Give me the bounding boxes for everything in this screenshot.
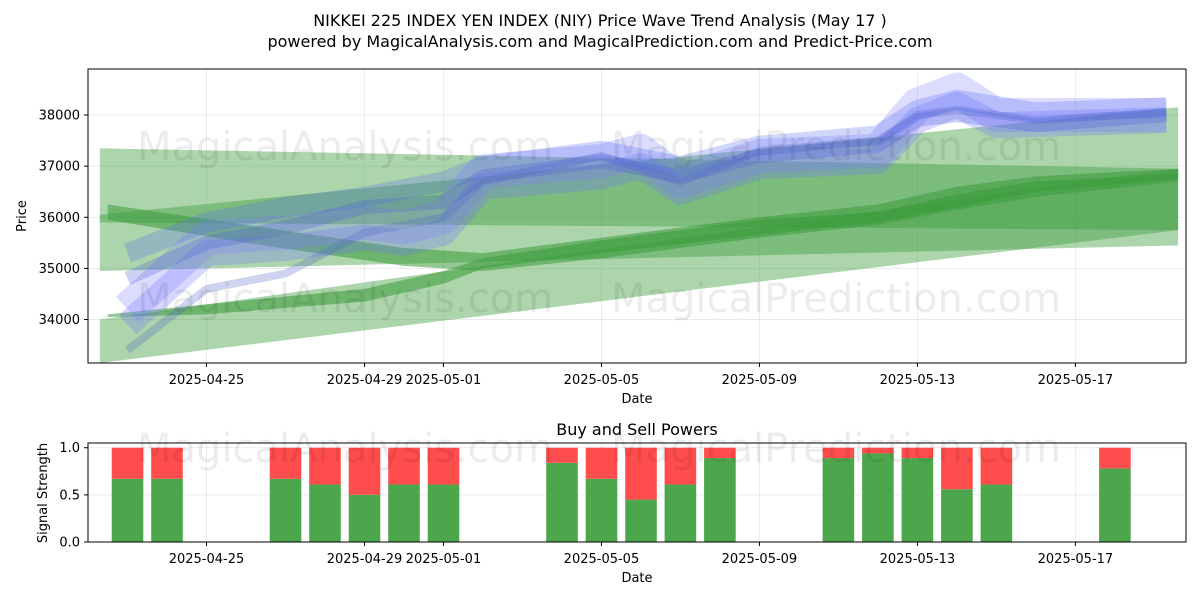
sell-power-bar	[664, 447, 697, 485]
blue-wave-band	[124, 108, 1167, 285]
price-x-tick-label: 2025-05-09	[722, 373, 798, 388]
price-y-tick-label: 37000	[39, 160, 80, 175]
buy-power-bar	[862, 453, 894, 542]
buy-power-bar	[704, 458, 736, 542]
watermark-prediction-middle: MagicalPrediction.com	[611, 276, 1061, 322]
green-trend-band	[107, 168, 1179, 271]
buy-power-bar	[111, 478, 144, 542]
buy-power-bar	[348, 494, 381, 542]
sell-power-bar	[309, 447, 341, 485]
watermark-analysis-bottom: MagicalAnalysis.com	[137, 426, 553, 472]
watermark-analysis-top: MagicalAnalysis.com	[137, 124, 553, 170]
power-x-ticks: 2025-04-25 2025-04-29 2025-05-01 2025-05-05…	[169, 542, 1113, 567]
buy-sell-power-plot: Buy and Sell Powers MagicalAnalysis.com …	[36, 420, 1187, 586]
buy-power-bar	[822, 458, 855, 542]
price-plot-area	[88, 69, 1186, 363]
buy-power-bar	[980, 484, 1013, 542]
chart-title: NIKKEI 225 INDEX YEN INDEX (NIY) Price W…	[313, 11, 887, 30]
power-x-tick-label: 2025-05-13	[880, 552, 956, 567]
sell-power-bar	[862, 447, 894, 454]
power-chart-title: Buy and Sell Powers	[556, 420, 718, 439]
buy-power-bar	[388, 484, 420, 542]
price-y-tick-label: 36000	[39, 211, 80, 226]
power-x-tick-label: 2025-05-17	[1038, 552, 1114, 567]
price-wave-plot: MagicalAnalysis.com MagicalPrediction.co…	[15, 68, 1187, 407]
buy-power-bar	[546, 462, 578, 542]
price-y-ticks: 34000 35000 36000 37000 38000	[39, 109, 88, 328]
buy-power-bar	[901, 458, 934, 542]
price-x-tick-label: 2025-05-13	[880, 373, 956, 388]
chart-subtitle: powered by MagicalAnalysis.com and Magic…	[267, 32, 932, 51]
buy-power-bar	[625, 499, 657, 542]
blue-wave-band	[118, 91, 1167, 335]
price-x-tick-label: 2025-05-01	[406, 373, 482, 388]
buy-power-bar	[151, 478, 183, 542]
sell-power-bar	[625, 447, 657, 500]
blue-wave-band	[123, 89, 1167, 263]
buy-power-bar	[585, 478, 618, 542]
power-bars	[111, 447, 1131, 542]
price-x-tick-label: 2025-05-17	[1038, 373, 1114, 388]
price-y-tick-label: 35000	[39, 262, 80, 277]
green-trend-band	[99, 107, 1179, 271]
power-x-tick-label: 2025-05-09	[722, 552, 798, 567]
price-y-axis-title: Price	[15, 200, 30, 232]
buy-power-bar	[1099, 468, 1131, 542]
power-y-axis-title: Signal Strength	[36, 443, 51, 543]
sell-power-bar	[427, 447, 460, 485]
green-trend-bands	[99, 107, 1179, 363]
watermark-prediction-bottom: MagicalPrediction.com	[611, 426, 1061, 472]
buy-power-bar	[309, 484, 341, 542]
price-y-tick-label: 34000	[39, 313, 80, 328]
sell-power-bar	[269, 447, 302, 479]
sell-power-bar	[1099, 447, 1131, 469]
power-y-tick-label: 0.5	[59, 488, 80, 503]
power-x-tick-label: 2025-04-29	[327, 552, 403, 567]
price-x-ticks: 2025-04-25 2025-04-29 2025-05-01 2025-05-05…	[169, 363, 1113, 388]
power-plot-frame	[87, 442, 1187, 543]
power-x-axis-title: Date	[621, 571, 652, 586]
price-plot-frame	[87, 68, 1187, 364]
sell-power-bar	[111, 447, 144, 479]
sell-power-bar	[941, 447, 973, 490]
price-x-tick-label: 2025-05-05	[564, 373, 640, 388]
watermark-prediction-top: MagicalPrediction.com	[611, 124, 1061, 170]
power-x-tick-label: 2025-04-25	[169, 552, 245, 567]
price-x-tick-label: 2025-04-25	[169, 373, 245, 388]
sell-power-bar	[546, 447, 578, 463]
price-x-tick-label: 2025-04-29	[327, 373, 403, 388]
buy-power-bar	[269, 478, 302, 542]
blue-wave-band	[116, 72, 1167, 322]
blue-wave-band	[125, 105, 1167, 354]
price-x-axis-title: Date	[621, 392, 652, 407]
sell-power-bar	[348, 447, 381, 495]
sell-power-bar	[585, 447, 618, 479]
power-y-tick-label: 1.0	[59, 441, 80, 456]
power-y-tick-label: 0.0	[59, 536, 80, 551]
watermark-analysis-middle: MagicalAnalysis.com	[137, 276, 553, 322]
blue-wave-bands	[116, 72, 1167, 354]
sell-power-bar	[388, 447, 420, 485]
sell-power-bar	[704, 447, 736, 459]
price-grid	[88, 69, 1186, 363]
buy-power-bar	[427, 484, 460, 542]
power-x-tick-label: 2025-05-01	[406, 552, 482, 567]
sell-power-bar	[980, 447, 1013, 485]
buy-power-bar	[664, 484, 697, 542]
buy-power-bar	[941, 489, 973, 542]
price-y-tick-label: 38000	[39, 109, 80, 124]
power-x-tick-label: 2025-05-05	[564, 552, 640, 567]
sell-power-bar	[901, 447, 934, 459]
sell-power-bar	[151, 447, 183, 479]
sell-power-bar	[822, 447, 855, 459]
power-y-ticks: 0.0 0.5 1.0	[59, 441, 88, 551]
